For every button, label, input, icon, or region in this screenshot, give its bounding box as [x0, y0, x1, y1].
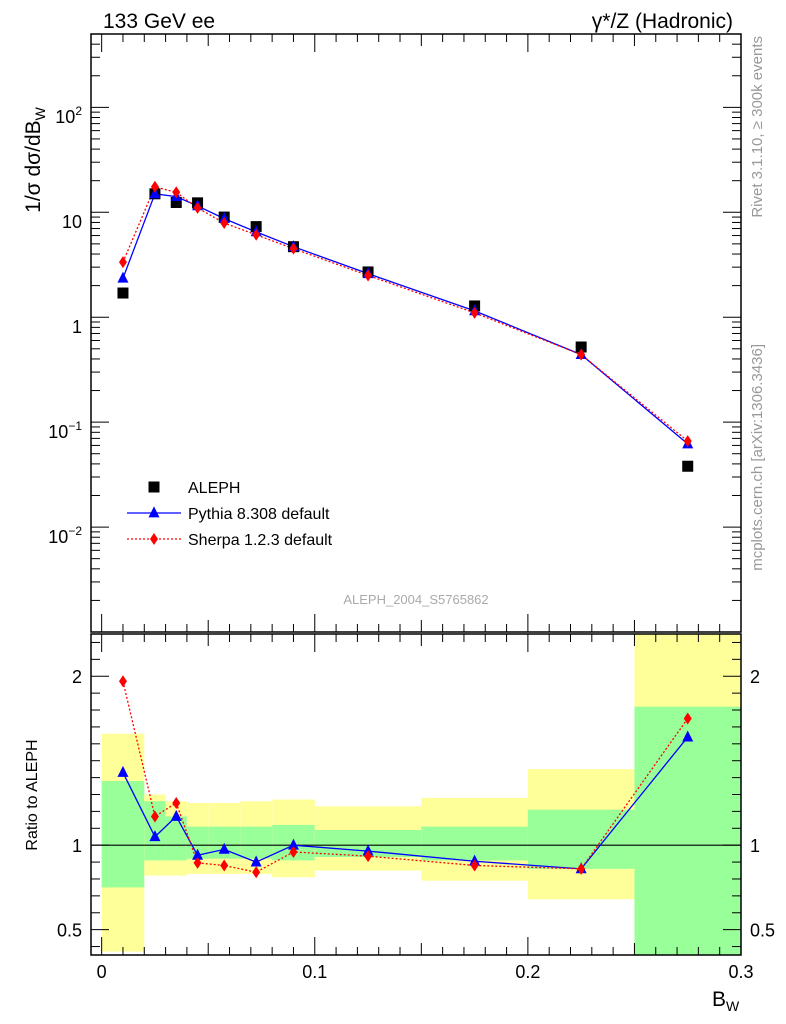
svg-text:102: 102 — [55, 104, 82, 127]
ratio-sherpa-point — [683, 712, 692, 725]
header-right: γ*/Z (Hadronic) — [592, 10, 733, 33]
ratio-sherpa-point — [577, 862, 586, 875]
ratio-pythia-point — [682, 730, 694, 742]
xlabel: BW — [712, 988, 740, 1014]
ratio-ylabel: Ratio to ALEPH — [24, 739, 41, 850]
legend-label-2: Sherpa 1.2.3 default — [188, 532, 333, 549]
ratio-pythia-point — [170, 809, 182, 821]
ratio-ytick-label-1: 1 — [72, 836, 82, 856]
xtick-label-1: 0.1 — [302, 962, 327, 982]
legend-label-0: ALEPH — [188, 480, 240, 497]
ratio-pythia-point — [192, 848, 204, 860]
band-inner-9 — [527, 809, 635, 869]
ratio-pythia-point — [149, 830, 161, 842]
ytick-label-1: 1 — [72, 317, 82, 337]
xtick-label-3: 0.3 — [728, 962, 753, 982]
sherpa-point — [683, 435, 692, 448]
xtick-label-0: 0 — [97, 962, 107, 982]
ratio-sherpa-point — [172, 796, 181, 809]
svg-text:1: 1 — [72, 317, 82, 337]
sherpa-point — [118, 256, 127, 269]
svg-text:BW: BW — [712, 988, 740, 1014]
pythia-point — [117, 271, 129, 283]
ratio-ytick-label-right-2: 2 — [750, 667, 760, 687]
main-series-marks — [117, 180, 694, 472]
ratio-pythia-point — [250, 855, 262, 867]
sherpa-point — [289, 242, 298, 255]
legend-label-1: Pythia 8.308 default — [188, 506, 330, 523]
sherpa-point — [193, 201, 202, 214]
main-ylabel: 1/σ dσ/dBW — [22, 106, 48, 212]
ratio-sherpa-point — [364, 850, 373, 863]
ratio-sherpa-point — [289, 845, 298, 858]
ratio-ytick-label-right-0: 0.5 — [750, 921, 775, 941]
legend-marker-sherpa — [150, 533, 158, 545]
ratio-ytick-label-right-1: 1 — [750, 836, 760, 856]
ytick-label-1e-1: 10−1 — [48, 419, 82, 442]
svg-text:10: 10 — [62, 212, 82, 232]
band-inner-10 — [634, 706, 741, 955]
ratio-sherpa-point — [150, 810, 159, 823]
main-ytick-labels: 10−2 10−1 1 10 102 — [48, 104, 82, 547]
legend-marker-aleph — [148, 481, 160, 493]
main-line-1 — [122, 193, 689, 445]
ratio-pythia-point — [362, 844, 374, 856]
aleph-point — [170, 196, 182, 208]
main-line-2 — [122, 186, 689, 442]
svg-text:1/σ dσ/dBW: 1/σ dσ/dBW — [22, 106, 48, 212]
band-inner-3 — [186, 826, 209, 859]
ratio-ytick-label-2: 2 — [72, 667, 82, 687]
svg-text:10−1: 10−1 — [48, 419, 82, 442]
legend: ALEPH Pythia 8.308 default Sherpa 1.2.3 de… — [127, 480, 333, 549]
sherpa-point — [172, 186, 181, 199]
sherpa-point — [364, 269, 373, 282]
aleph-point — [682, 460, 694, 472]
ratio-sherpa-point — [252, 866, 261, 879]
ratio-pythia-point — [287, 838, 299, 850]
ratio-sherpa-point — [470, 859, 479, 872]
axis-ticks: 0 0.1 0.2 0.3 0.5 0.5 1 1 2 2 — [57, 33, 775, 982]
sherpa-point — [577, 348, 586, 361]
ratio-sherpa-point — [220, 859, 229, 872]
analysis-watermark: ALEPH_2004_S5765862 — [343, 592, 488, 607]
legend-marker-pythia — [148, 506, 160, 518]
ratio-series-marks — [117, 675, 694, 879]
aleph-point — [117, 287, 129, 299]
ratio-ytick-label-0: 0.5 — [57, 921, 82, 941]
svg-text:10−2: 10−2 — [48, 524, 82, 547]
sherpa-point — [252, 228, 261, 241]
aleph-point — [575, 341, 587, 353]
ytick-label-10: 10 — [62, 212, 82, 232]
ratio-uncertainty-bands — [101, 634, 741, 955]
sherpa-point — [150, 180, 159, 193]
band-inner-0 — [101, 780, 145, 888]
ratio-sherpa-point — [193, 856, 202, 869]
band-inner-5 — [240, 826, 273, 859]
ytick-label-1e2: 102 — [55, 104, 82, 127]
rivet-label: Rivet 3.1.10, ≥ 300k events — [749, 36, 766, 218]
ratio-pythia-point — [218, 842, 230, 854]
sherpa-point — [220, 217, 229, 230]
mcplots-label: mcplots.cern.ch [arXiv:1306.3436] — [749, 344, 766, 571]
header-left: 133 GeV ee — [103, 10, 215, 33]
ytick-label-1e-2: 10−2 — [48, 524, 82, 547]
sherpa-point — [470, 306, 479, 319]
ratio-pythia-point — [117, 765, 129, 777]
ratio-sherpa-point — [118, 675, 127, 688]
xtick-label-2: 0.2 — [515, 962, 540, 982]
